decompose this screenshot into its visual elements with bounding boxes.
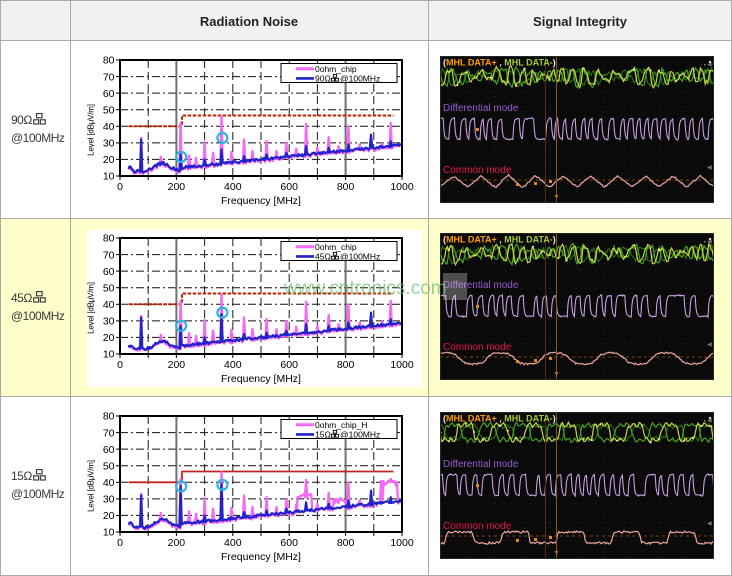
- svg-text:0ohm_chip: 0ohm_chip: [315, 64, 357, 74]
- svg-text:30: 30: [103, 138, 115, 150]
- svg-text:70: 70: [103, 71, 115, 83]
- svg-text:60: 60: [103, 444, 115, 456]
- svg-text:400: 400: [224, 537, 242, 549]
- svg-text:600: 600: [280, 181, 298, 193]
- svg-text:50: 50: [103, 282, 115, 294]
- svg-text:45Ω: 45Ω: [315, 251, 331, 261]
- svg-text:600: 600: [280, 537, 298, 549]
- svg-text:Frequency [MHz]: Frequency [MHz]: [221, 373, 301, 385]
- svg-text:Frequency [MHz]: Frequency [MHz]: [221, 195, 301, 207]
- svg-text:400: 400: [224, 181, 242, 193]
- svg-text:◀: ◀: [707, 165, 712, 171]
- svg-text:Frequency [MHz]: Frequency [MHz]: [221, 551, 301, 563]
- svg-text:0: 0: [117, 359, 123, 371]
- svg-text:400: 400: [224, 359, 242, 371]
- svg-text:◀: ◀: [707, 62, 712, 68]
- svg-text:Differential mode: Differential mode: [443, 103, 519, 114]
- svg-text:Common mode: Common mode: [443, 521, 512, 532]
- svg-text:Level [dBμV/m]: Level [dBμV/m]: [87, 282, 96, 334]
- svg-text:800: 800: [337, 359, 355, 371]
- svg-text:70: 70: [103, 249, 115, 261]
- svg-text:800: 800: [337, 181, 355, 193]
- svg-text:@100MHz: @100MHz: [340, 251, 380, 261]
- svg-text:80: 80: [103, 411, 115, 423]
- svg-text:20: 20: [103, 154, 115, 166]
- svg-text:1000: 1000: [390, 359, 414, 371]
- svg-text:Level [dBμV/m]: Level [dBμV/m]: [87, 104, 96, 156]
- svg-text:(MHL DATA+ , MHL DATA-): (MHL DATA+ , MHL DATA-): [443, 235, 556, 245]
- svg-text:200: 200: [168, 181, 186, 193]
- svg-text:(MHL DATA+ , MHL DATA-): (MHL DATA+ , MHL DATA-): [443, 414, 556, 424]
- svg-text:30: 30: [103, 316, 115, 328]
- svg-text:◀: ◀: [707, 239, 712, 245]
- svg-text:@100MHz: @100MHz: [340, 429, 380, 439]
- svg-text:60: 60: [103, 88, 115, 100]
- svg-text:0ohm_chip: 0ohm_chip: [315, 242, 357, 252]
- svg-text:0ohm_chip_H: 0ohm_chip_H: [315, 420, 367, 430]
- svg-text:◀: ◀: [707, 342, 712, 348]
- svg-text:Common mode: Common mode: [443, 165, 512, 176]
- svg-text:30: 30: [103, 494, 115, 506]
- svg-text:(MHL DATA+ , MHL DATA-): (MHL DATA+ , MHL DATA-): [443, 58, 556, 68]
- svg-text:Common mode: Common mode: [443, 342, 512, 353]
- svg-text:20: 20: [103, 332, 115, 344]
- svg-text:60: 60: [103, 266, 115, 278]
- svg-text:90Ω: 90Ω: [315, 73, 331, 83]
- svg-text:10: 10: [103, 527, 115, 539]
- svg-text:40: 40: [103, 121, 115, 133]
- svg-text:@100MHz: @100MHz: [340, 73, 380, 83]
- svg-text:200: 200: [168, 359, 186, 371]
- svg-text:50: 50: [103, 104, 115, 116]
- svg-text:80: 80: [103, 55, 115, 67]
- svg-text:◀: ◀: [707, 521, 712, 527]
- svg-text:40: 40: [103, 299, 115, 311]
- svg-text:50: 50: [103, 460, 115, 472]
- svg-text:10: 10: [103, 171, 115, 183]
- svg-text:0: 0: [117, 537, 123, 549]
- svg-text:Differential mode: Differential mode: [443, 280, 519, 291]
- svg-text:◀: ◀: [707, 418, 712, 424]
- svg-text:800: 800: [337, 537, 355, 549]
- svg-text:70: 70: [103, 427, 115, 439]
- svg-text:10: 10: [103, 349, 115, 361]
- svg-text:0: 0: [117, 181, 123, 193]
- svg-text:Level [dBμV/m]: Level [dBμV/m]: [87, 460, 96, 512]
- svg-text:20: 20: [103, 510, 115, 522]
- svg-text:40: 40: [103, 477, 115, 489]
- svg-text:1000: 1000: [390, 537, 414, 549]
- svg-text:80: 80: [103, 233, 115, 245]
- svg-text:15Ω: 15Ω: [315, 429, 331, 439]
- svg-text:600: 600: [280, 359, 298, 371]
- svg-text:1000: 1000: [390, 181, 414, 193]
- svg-text:200: 200: [168, 537, 186, 549]
- svg-text:Differential mode: Differential mode: [443, 459, 519, 470]
